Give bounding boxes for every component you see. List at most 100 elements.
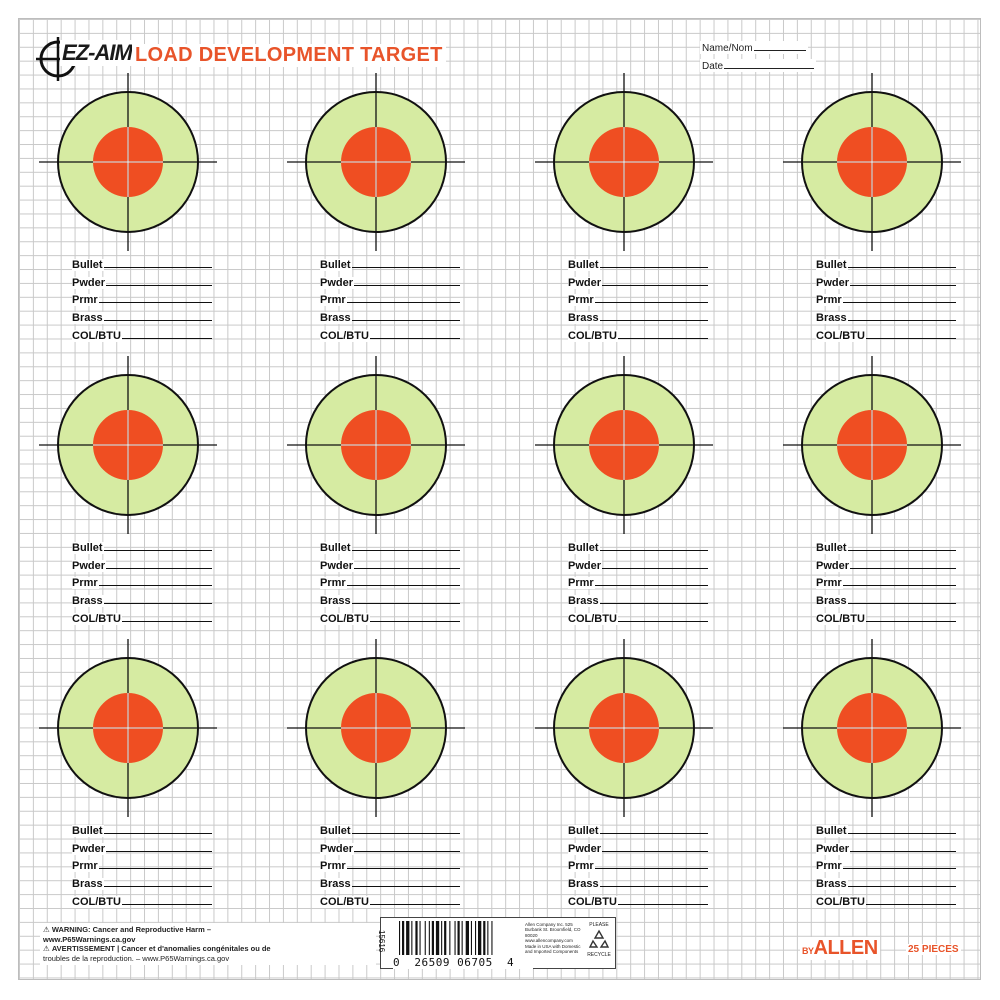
field-row[interactable]: Bullet bbox=[568, 536, 708, 554]
name-field[interactable]: Name/Nom bbox=[700, 41, 808, 54]
field-line[interactable] bbox=[346, 585, 460, 587]
field-row[interactable]: Pwder bbox=[72, 837, 212, 855]
field-row[interactable]: Pwder bbox=[72, 271, 212, 289]
field-row[interactable]: COL/BTU bbox=[72, 607, 212, 625]
field-row[interactable]: Brass bbox=[568, 589, 708, 608]
field-row[interactable]: Brass bbox=[816, 306, 956, 325]
field-line[interactable] bbox=[599, 549, 708, 551]
field-row[interactable]: Prmr bbox=[72, 289, 212, 307]
field-row[interactable]: Bullet bbox=[72, 819, 212, 837]
field-line[interactable] bbox=[599, 886, 708, 888]
field-line[interactable] bbox=[602, 567, 708, 569]
field-row[interactable]: COL/BTU bbox=[816, 890, 956, 908]
field-row[interactable]: COL/BTU bbox=[320, 324, 460, 342]
field-line[interactable] bbox=[594, 302, 708, 304]
field-line[interactable] bbox=[599, 320, 708, 322]
date-field[interactable]: Date bbox=[700, 59, 817, 72]
field-row[interactable]: Brass bbox=[568, 872, 708, 891]
field-line[interactable] bbox=[106, 284, 212, 286]
field-row[interactable]: COL/BTU bbox=[72, 324, 212, 342]
field-row[interactable]: Pwder bbox=[568, 271, 708, 289]
field-line[interactable] bbox=[594, 585, 708, 587]
field-line[interactable] bbox=[106, 567, 212, 569]
field-row[interactable]: COL/BTU bbox=[816, 607, 956, 625]
field-row[interactable]: Prmr bbox=[816, 572, 956, 590]
field-line[interactable] bbox=[354, 284, 460, 286]
field-row[interactable]: COL/BTU bbox=[320, 890, 460, 908]
field-line[interactable] bbox=[351, 832, 460, 834]
field-line[interactable] bbox=[121, 337, 212, 339]
field-row[interactable]: COL/BTU bbox=[72, 890, 212, 908]
field-row[interactable]: Brass bbox=[72, 589, 212, 608]
field-line[interactable] bbox=[842, 302, 956, 304]
field-row[interactable]: Prmr bbox=[320, 572, 460, 590]
field-line[interactable] bbox=[103, 886, 212, 888]
field-row[interactable]: Brass bbox=[816, 872, 956, 891]
field-row[interactable]: COL/BTU bbox=[568, 890, 708, 908]
field-line[interactable] bbox=[354, 567, 460, 569]
field-line[interactable] bbox=[351, 320, 460, 322]
field-row[interactable]: Brass bbox=[816, 589, 956, 608]
field-row[interactable]: Bullet bbox=[816, 819, 956, 837]
field-line[interactable] bbox=[351, 603, 460, 605]
field-row[interactable]: Pwder bbox=[568, 837, 708, 855]
field-line[interactable] bbox=[98, 585, 212, 587]
field-row[interactable]: Brass bbox=[320, 306, 460, 325]
field-row[interactable]: Pwder bbox=[568, 554, 708, 572]
field-row[interactable]: Prmr bbox=[72, 572, 212, 590]
field-line[interactable] bbox=[850, 850, 956, 852]
field-line[interactable] bbox=[602, 284, 708, 286]
field-line[interactable] bbox=[351, 266, 460, 268]
field-row[interactable]: Prmr bbox=[568, 289, 708, 307]
field-line[interactable] bbox=[865, 620, 956, 622]
field-line[interactable] bbox=[98, 302, 212, 304]
field-line[interactable] bbox=[103, 832, 212, 834]
field-line[interactable] bbox=[850, 284, 956, 286]
field-line[interactable] bbox=[98, 868, 212, 870]
field-line[interactable] bbox=[103, 603, 212, 605]
field-line[interactable] bbox=[346, 868, 460, 870]
field-row[interactable]: Pwder bbox=[72, 554, 212, 572]
field-line[interactable] bbox=[865, 337, 956, 339]
field-row[interactable]: Brass bbox=[320, 872, 460, 891]
field-line[interactable] bbox=[346, 302, 460, 304]
field-row[interactable]: Brass bbox=[72, 872, 212, 891]
field-line[interactable] bbox=[850, 567, 956, 569]
field-row[interactable]: Prmr bbox=[320, 289, 460, 307]
field-row[interactable]: Prmr bbox=[816, 855, 956, 873]
field-line[interactable] bbox=[847, 549, 956, 551]
field-row[interactable]: Pwder bbox=[816, 554, 956, 572]
field-line[interactable] bbox=[847, 603, 956, 605]
field-row[interactable]: COL/BTU bbox=[568, 607, 708, 625]
field-row[interactable]: Bullet bbox=[568, 253, 708, 271]
field-line[interactable] bbox=[617, 903, 708, 905]
field-row[interactable]: COL/BTU bbox=[568, 324, 708, 342]
field-row[interactable]: Brass bbox=[72, 306, 212, 325]
field-line[interactable] bbox=[842, 585, 956, 587]
field-line[interactable] bbox=[617, 337, 708, 339]
field-line[interactable] bbox=[351, 886, 460, 888]
field-line[interactable] bbox=[369, 903, 460, 905]
field-line[interactable] bbox=[103, 266, 212, 268]
field-line[interactable] bbox=[617, 620, 708, 622]
field-row[interactable]: COL/BTU bbox=[816, 324, 956, 342]
field-row[interactable]: COL/BTU bbox=[320, 607, 460, 625]
field-row[interactable]: Brass bbox=[320, 589, 460, 608]
field-row[interactable]: Bullet bbox=[320, 819, 460, 837]
field-row[interactable]: Pwder bbox=[320, 554, 460, 572]
field-row[interactable]: Prmr bbox=[568, 855, 708, 873]
field-line[interactable] bbox=[369, 620, 460, 622]
field-row[interactable]: Bullet bbox=[320, 253, 460, 271]
field-line[interactable] bbox=[847, 886, 956, 888]
field-row[interactable]: Bullet bbox=[72, 536, 212, 554]
field-row[interactable]: Prmr bbox=[816, 289, 956, 307]
field-row[interactable]: Prmr bbox=[568, 572, 708, 590]
field-line[interactable] bbox=[594, 868, 708, 870]
field-line[interactable] bbox=[847, 320, 956, 322]
field-line[interactable] bbox=[351, 549, 460, 551]
field-row[interactable]: Bullet bbox=[320, 536, 460, 554]
field-line[interactable] bbox=[847, 266, 956, 268]
field-row[interactable]: Pwder bbox=[816, 271, 956, 289]
field-line[interactable] bbox=[103, 549, 212, 551]
field-row[interactable]: Bullet bbox=[816, 253, 956, 271]
